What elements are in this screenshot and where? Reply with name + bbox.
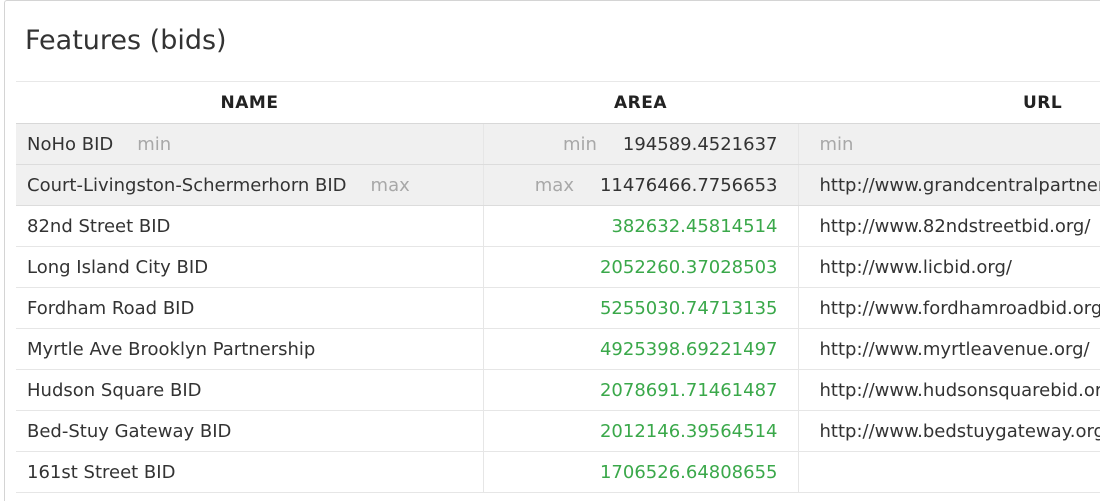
name-cell: Bed-Stuy Gateway BID	[16, 411, 483, 452]
url-cell[interactable]: http://www.licbid.org/	[798, 247, 1100, 288]
area-cell: 1706526.64808655	[483, 452, 798, 493]
area-cell: 382632.45814514	[483, 206, 798, 247]
max-area-value: 11476466.7756653	[600, 175, 778, 196]
min-area-tag: min	[563, 134, 597, 155]
panel-title: Features (bids)	[25, 21, 227, 61]
url-cell[interactable]: http://www.82ndstreetbid.org/	[798, 206, 1100, 247]
table-row[interactable]: Hudson Square BID 2078691.71461487 http:…	[16, 370, 1100, 411]
max-name-cell: Court-Livingston-Schermerhorn BID max	[16, 165, 483, 206]
url-cell[interactable]: http://www.hudsonsquarebid.org/	[798, 370, 1100, 411]
max-name-tag: max	[371, 175, 410, 196]
min-name-value: NoHo BID	[27, 134, 113, 155]
max-area-cell: max 11476466.7756653	[483, 165, 798, 206]
max-name-value: Court-Livingston-Schermerhorn BID	[27, 175, 347, 196]
min-area-cell: min 194589.4521637	[483, 124, 798, 165]
column-header-area[interactable]: AREA	[483, 82, 798, 124]
url-cell[interactable]: http://www.fordhamroadbid.org/	[798, 288, 1100, 329]
area-cell: 4925398.69221497	[483, 329, 798, 370]
min-stat-row[interactable]: NoHo BID min min 194589.4521637 min	[16, 124, 1100, 165]
features-table-container[interactable]: NAME AREA URL NoHo BID min min 194589.4521…	[16, 81, 1100, 493]
name-cell: Long Island City BID	[16, 247, 483, 288]
features-panel: Features (bids) NAME AREA URL NoHo BID mi…	[4, 0, 1100, 501]
area-cell: 2052260.37028503	[483, 247, 798, 288]
area-cell: 5255030.74713135	[483, 288, 798, 329]
name-cell: Myrtle Ave Brooklyn Partnership	[16, 329, 483, 370]
name-cell: 82nd Street BID	[16, 206, 483, 247]
header-row: NAME AREA URL	[16, 82, 1100, 124]
table-row[interactable]: Fordham Road BID 5255030.74713135 http:/…	[16, 288, 1100, 329]
max-stat-row[interactable]: Court-Livingston-Schermerhorn BID max max…	[16, 165, 1100, 206]
url-cell[interactable]: http://www.bedstuygateway.org/	[798, 411, 1100, 452]
max-url-value: http://www.grandcentralpartnership.org/	[820, 175, 1100, 196]
min-name-cell: NoHo BID min	[16, 124, 483, 165]
name-cell: Fordham Road BID	[16, 288, 483, 329]
column-header-name[interactable]: NAME	[16, 82, 483, 124]
area-cell: 2078691.71461487	[483, 370, 798, 411]
min-url-cell: min	[798, 124, 1100, 165]
url-cell[interactable]: http://www.myrtleavenue.org/	[798, 329, 1100, 370]
name-cell: 161st Street BID	[16, 452, 483, 493]
max-area-tag: max	[535, 175, 574, 196]
features-table: NAME AREA URL NoHo BID min min 194589.4521…	[16, 81, 1100, 493]
max-url-cell: http://www.grandcentralpartnership.org/	[798, 165, 1100, 206]
area-cell: 2012146.39564514	[483, 411, 798, 452]
name-cell: Hudson Square BID	[16, 370, 483, 411]
min-url-tag: min	[820, 134, 854, 155]
column-header-url[interactable]: URL	[798, 82, 1100, 124]
table-row[interactable]: Bed-Stuy Gateway BID 2012146.39564514 ht…	[16, 411, 1100, 452]
table-row[interactable]: Long Island City BID 2052260.37028503 ht…	[16, 247, 1100, 288]
table-row[interactable]: Myrtle Ave Brooklyn Partnership 4925398.…	[16, 329, 1100, 370]
min-name-tag: min	[137, 134, 171, 155]
table-body: NoHo BID min min 194589.4521637 min Court-…	[16, 124, 1100, 493]
table-row[interactable]: 82nd Street BID 382632.45814514 http://w…	[16, 206, 1100, 247]
table-row[interactable]: 161st Street BID 1706526.64808655	[16, 452, 1100, 493]
min-area-value: 194589.4521637	[623, 134, 778, 155]
url-cell[interactable]	[798, 452, 1100, 493]
